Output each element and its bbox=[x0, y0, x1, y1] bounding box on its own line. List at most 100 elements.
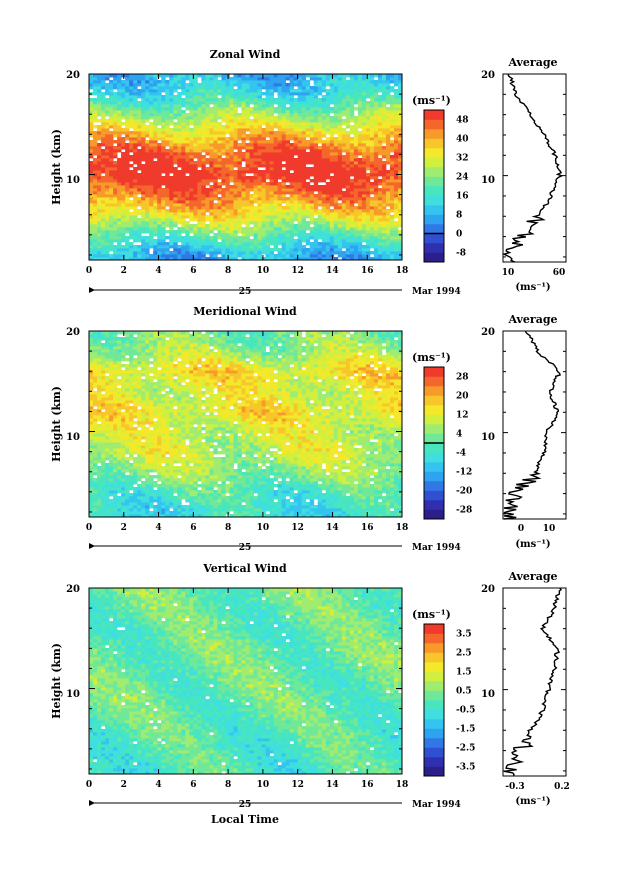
heatmap-cell bbox=[157, 254, 162, 258]
heatmap-cell bbox=[241, 113, 246, 117]
heatmap-cell bbox=[389, 140, 395, 144]
heatmap-cell bbox=[109, 113, 114, 117]
heatmap-cell bbox=[357, 508, 363, 512]
heatmap-cell bbox=[357, 185, 363, 189]
heatmap-cell bbox=[113, 194, 118, 198]
heatmap-cell bbox=[265, 203, 270, 207]
heatmap-cell bbox=[365, 86, 371, 90]
heatmap-cell bbox=[361, 125, 367, 129]
heatmap-cell bbox=[289, 134, 295, 138]
heatmap-cell bbox=[313, 173, 319, 177]
heatmap-cell bbox=[137, 248, 142, 252]
heatmap-cell bbox=[141, 505, 146, 509]
heatmap-cell bbox=[289, 155, 295, 159]
heatmap-cell bbox=[241, 230, 246, 234]
heatmap-cell bbox=[289, 233, 295, 237]
heatmap-cell bbox=[353, 128, 359, 132]
heatmap-cell bbox=[173, 125, 178, 129]
heatmap-cell bbox=[145, 77, 150, 81]
heatmap-cell bbox=[189, 134, 194, 138]
heatmap-cell bbox=[369, 101, 375, 105]
heatmap-cell bbox=[357, 77, 363, 81]
heatmap-cell bbox=[141, 182, 146, 186]
heatmap-cell bbox=[93, 191, 98, 195]
heatmap-cell bbox=[145, 110, 150, 114]
heatmap-cell bbox=[289, 110, 295, 114]
heatmap-cell bbox=[245, 239, 250, 243]
heatmap-cell bbox=[281, 110, 287, 114]
heatmap-cell bbox=[389, 245, 395, 249]
heatmap-cell bbox=[265, 83, 270, 87]
heatmap-cell bbox=[153, 131, 158, 135]
heatmap-cell bbox=[337, 227, 343, 231]
heatmap-cell bbox=[137, 95, 142, 99]
heatmap-cell bbox=[297, 161, 303, 165]
heatmap-cell bbox=[181, 188, 186, 192]
heatmap-cell bbox=[329, 170, 335, 174]
heatmap-cell bbox=[185, 200, 190, 204]
heatmap-cell bbox=[345, 143, 351, 147]
heatmap-cell bbox=[153, 107, 158, 111]
heatmap-cell bbox=[305, 161, 311, 165]
heatmap-cell bbox=[153, 209, 158, 213]
heatmap-cell bbox=[289, 185, 295, 189]
heatmap-cell bbox=[105, 194, 110, 198]
heatmap-cell bbox=[133, 206, 138, 210]
heatmap-cell bbox=[273, 248, 278, 252]
heatmap-cell bbox=[141, 191, 146, 195]
heatmap-cell bbox=[121, 131, 126, 135]
heatmap-cell bbox=[137, 134, 142, 138]
heatmap-cell bbox=[333, 122, 339, 126]
heatmap-cell bbox=[309, 149, 315, 153]
heatmap-cell bbox=[113, 119, 118, 123]
heatmap-cell bbox=[189, 98, 194, 102]
heatmap-cell bbox=[157, 218, 162, 222]
heatmap-cell bbox=[261, 77, 266, 81]
heatmap-cell bbox=[161, 245, 166, 249]
heatmap-cell bbox=[109, 137, 114, 141]
heatmap-cell bbox=[101, 188, 106, 192]
heatmap-cell bbox=[197, 116, 202, 120]
heatmap-cell bbox=[361, 155, 367, 159]
heatmap-cell bbox=[333, 116, 339, 120]
heatmap-cell bbox=[329, 245, 335, 249]
heatmap-cell bbox=[145, 131, 150, 135]
heatmap-cell bbox=[261, 209, 266, 213]
heatmap-cell bbox=[181, 161, 186, 165]
heatmap-cell bbox=[185, 248, 190, 252]
heatmap-cell bbox=[353, 179, 359, 183]
heatmap-cell bbox=[121, 230, 126, 234]
heatmap-cell bbox=[333, 176, 339, 180]
heatmap-cell bbox=[217, 227, 222, 231]
heatmap-cell bbox=[121, 122, 126, 126]
heatmap-cell bbox=[201, 92, 206, 96]
heatmap-cell bbox=[377, 83, 383, 87]
heatmap-cell bbox=[333, 80, 339, 84]
heatmap-cell bbox=[197, 188, 202, 192]
heatmap-cell bbox=[245, 191, 250, 195]
heatmap-cell bbox=[301, 74, 307, 78]
heatmap-cell bbox=[201, 188, 206, 192]
heatmap-cell bbox=[333, 104, 339, 108]
heatmap-cell bbox=[169, 77, 174, 81]
heatmap-cell bbox=[133, 110, 138, 114]
heatmap-cell bbox=[317, 188, 323, 192]
heatmap-cell bbox=[189, 191, 194, 195]
heatmap-cell bbox=[301, 251, 307, 255]
zonal-y-label-10: 10 bbox=[66, 175, 80, 186]
heatmap-cell bbox=[297, 230, 303, 234]
heatmap-cell bbox=[305, 80, 311, 84]
heatmap-cell bbox=[377, 248, 383, 252]
heatmap-cell bbox=[257, 86, 262, 90]
heatmap-cell bbox=[329, 164, 335, 168]
heatmap-cell bbox=[169, 239, 174, 243]
heatmap-cell bbox=[321, 122, 327, 126]
heatmap-cell bbox=[117, 149, 122, 153]
heatmap-cell bbox=[337, 215, 343, 219]
heatmap-cell bbox=[369, 239, 375, 243]
heatmap-cell bbox=[161, 77, 166, 81]
heatmap-cell bbox=[297, 170, 303, 174]
heatmap-cell bbox=[321, 227, 327, 231]
heatmap-cell bbox=[189, 110, 194, 114]
heatmap-cell bbox=[337, 230, 343, 234]
